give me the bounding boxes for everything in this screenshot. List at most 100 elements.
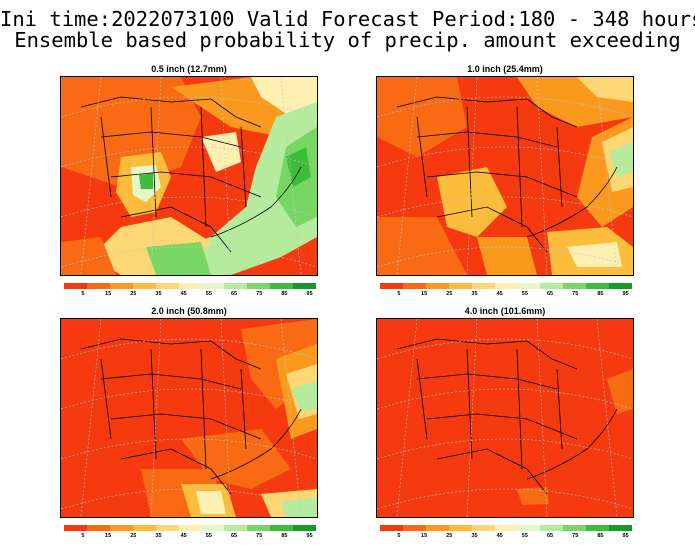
colorbar-segment (247, 525, 270, 531)
colorbar-tick-label: 95 (619, 533, 632, 541)
colorbar-segment (110, 525, 133, 531)
colorbar-segment (156, 525, 179, 531)
colorbar-segment (472, 283, 495, 289)
colorbar-tick-label: 25 (127, 533, 140, 541)
colorbar-segment (133, 283, 156, 289)
colorbar-segment (133, 525, 156, 531)
colorbar (64, 283, 316, 289)
panel-title: 0.5 inch (12.7mm) (60, 64, 318, 74)
colorbar-segment (609, 283, 632, 289)
colorbar-segment (380, 283, 403, 289)
colorbar-segment (224, 283, 247, 289)
colorbar-tick-label: 85 (594, 291, 607, 299)
colorbar-labels: 5 15 25 35 45 55 65 75 85 95 (380, 291, 632, 299)
colorbar-tick-label: 65 (228, 533, 241, 541)
colorbar-segment (64, 283, 87, 289)
colorbar-tick-label: 25 (443, 291, 456, 299)
colorbar-segment (517, 283, 540, 289)
colorbar-tick-label: 65 (544, 291, 557, 299)
chart-title-line1: Ini time:2022073100 Valid Forecast Perio… (0, 8, 695, 30)
colorbar-tick-label: 55 (519, 291, 532, 299)
colorbar-segment (64, 525, 87, 531)
colorbar-segment (609, 525, 632, 531)
colorbar (380, 525, 632, 531)
colorbar-tick-label: 5 (77, 291, 90, 299)
colorbar-segment (179, 283, 202, 289)
colorbar-segment (449, 525, 472, 531)
colorbar-segment (293, 525, 316, 531)
colorbar-tick-label: 55 (203, 291, 216, 299)
colorbar-tick-label: 75 (253, 291, 266, 299)
colorbar-tick-label: 45 (177, 533, 190, 541)
colorbar-tick-label: 45 (177, 291, 190, 299)
chart-title-line2: Ensemble based probability of precip. am… (0, 29, 695, 51)
colorbar-segment (563, 525, 586, 531)
colorbar-tick-label: 75 (569, 533, 582, 541)
colorbar-labels: 5 15 25 35 45 55 65 75 85 95 (380, 533, 632, 541)
colorbar-tick-label: 15 (418, 291, 431, 299)
colorbar-segment (201, 525, 224, 531)
probability-map (60, 76, 318, 276)
colorbar-tick-label: 15 (418, 533, 431, 541)
colorbar-segment (403, 283, 426, 289)
colorbar-tick-label: 15 (102, 533, 115, 541)
colorbar-tick-label: 85 (594, 533, 607, 541)
colorbar-tick-label: 15 (102, 291, 115, 299)
colorbar-tick-label: 45 (493, 291, 506, 299)
colorbar-segment (540, 525, 563, 531)
panel-title: 2.0 inch (50.8mm) (60, 306, 318, 316)
colorbar-segment (380, 525, 403, 531)
colorbar-segment (247, 283, 270, 289)
probability-map (60, 318, 318, 518)
colorbar-tick-label: 55 (203, 533, 216, 541)
colorbar-labels: 5 15 25 35 45 55 65 75 85 95 (64, 291, 316, 299)
colorbar-tick-label: 95 (303, 533, 316, 541)
colorbar-segment (540, 283, 563, 289)
colorbar-segment (426, 283, 449, 289)
colorbar-tick-label: 5 (77, 533, 90, 541)
colorbar-tick-label: 95 (303, 291, 316, 299)
colorbar-tick-label: 85 (278, 291, 291, 299)
colorbar-segment (563, 283, 586, 289)
colorbar-tick-label: 35 (468, 291, 481, 299)
colorbar-segment (449, 283, 472, 289)
colorbar-segment (293, 283, 316, 289)
colorbar-tick-label: 35 (152, 533, 165, 541)
colorbar-segment (87, 525, 110, 531)
colorbar (380, 283, 632, 289)
colorbar-segment (517, 525, 540, 531)
colorbar-segment (586, 283, 609, 289)
colorbar-tick-label: 35 (468, 533, 481, 541)
colorbar-tick-label: 85 (278, 533, 291, 541)
colorbar-segment (201, 283, 224, 289)
colorbar-segment (586, 525, 609, 531)
colorbar-segment (495, 283, 518, 289)
colorbar-tick-label: 75 (569, 291, 582, 299)
panel-title: 1.0 inch (25.4mm) (376, 64, 634, 74)
colorbar-tick-label: 35 (152, 291, 165, 299)
colorbar (64, 525, 316, 531)
colorbar-segment (270, 283, 293, 289)
colorbar-tick-label: 95 (619, 291, 632, 299)
colorbar-segment (156, 283, 179, 289)
colorbar-tick-label: 45 (493, 533, 506, 541)
colorbar-tick-label: 25 (127, 291, 140, 299)
colorbar-tick-label: 75 (253, 533, 266, 541)
colorbar-tick-label: 5 (393, 533, 406, 541)
colorbar-segment (87, 283, 110, 289)
probability-map (376, 76, 634, 276)
colorbar-segment (110, 283, 133, 289)
probability-map (376, 318, 634, 518)
colorbar-segment (224, 525, 247, 531)
colorbar-tick-label: 65 (544, 533, 557, 541)
colorbar-tick-label: 55 (519, 533, 532, 541)
colorbar-segment (270, 525, 293, 531)
colorbar-segment (472, 525, 495, 531)
colorbar-segment (426, 525, 449, 531)
panel-title: 4.0 inch (101.6mm) (376, 306, 634, 316)
colorbar-tick-label: 65 (228, 291, 241, 299)
colorbar-segment (403, 525, 426, 531)
colorbar-segment (179, 525, 202, 531)
colorbar-labels: 5 15 25 35 45 55 65 75 85 95 (64, 533, 316, 541)
colorbar-segment (495, 525, 518, 531)
